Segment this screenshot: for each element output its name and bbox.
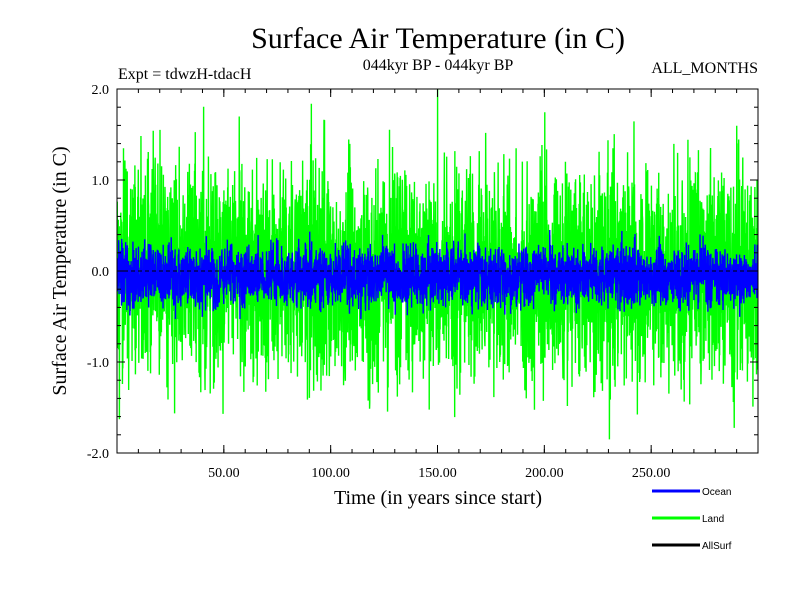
series-group: [117, 89, 758, 440]
x-tick-label: 250.00: [632, 466, 671, 481]
chart-title: Surface Air Temperature (in C): [251, 22, 625, 55]
x-tick-label: 200.00: [525, 466, 564, 481]
chart-subtitle: 044kyr BP - 044kyr BP: [363, 57, 514, 74]
plot-area: -2.0 -1.0 0.0 1.0 2.0 50.00 100.00 150.00 200.0…: [87, 83, 759, 481]
x-axis-label: Time (in years since start): [334, 487, 542, 509]
series-line-ocean: [117, 230, 758, 320]
experiment-label: Expt = tdwzH-tdacH: [118, 66, 252, 83]
period-label: ALL_MONTHS: [651, 60, 758, 77]
x-tick-label: 150.00: [418, 466, 457, 481]
x-tick-label: 50.00: [208, 466, 240, 481]
legend: Ocean Land AllSurf: [652, 487, 732, 552]
series-line-land: [117, 89, 758, 440]
y-axis-label: Surface Air Temperature (in C): [49, 146, 71, 395]
y-tick-label: -1.0: [87, 356, 109, 371]
y-tick-label: 0.0: [92, 265, 110, 280]
legend-label-land: Land: [702, 514, 724, 525]
legend-label-allsurf: AllSurf: [702, 541, 732, 552]
y-tick-label: 1.0: [92, 174, 110, 189]
x-axis: 50.00 100.00 150.00 200.00 250.00: [137, 89, 738, 481]
y-axis: -2.0 -1.0 0.0 1.0 2.0: [87, 83, 758, 462]
y-tick-label: 2.0: [92, 83, 110, 98]
legend-label-ocean: Ocean: [702, 487, 731, 498]
x-tick-label: 100.00: [311, 466, 350, 481]
y-tick-label: -2.0: [87, 447, 109, 462]
